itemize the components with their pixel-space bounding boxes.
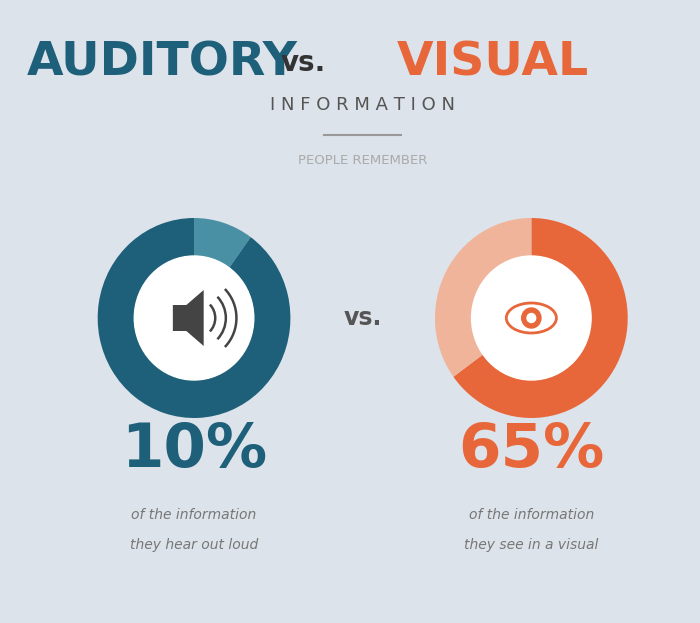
- Text: 65%: 65%: [458, 422, 605, 480]
- Wedge shape: [194, 218, 251, 268]
- Wedge shape: [435, 218, 531, 377]
- Text: of the information: of the information: [469, 508, 594, 522]
- Text: 10%: 10%: [121, 422, 267, 480]
- Circle shape: [522, 308, 541, 328]
- Text: I N F O R M A T I O N: I N F O R M A T I O N: [270, 96, 455, 114]
- Text: of the information: of the information: [132, 508, 257, 522]
- Circle shape: [472, 256, 591, 380]
- Circle shape: [134, 256, 254, 380]
- Text: AUDITORY: AUDITORY: [27, 40, 298, 85]
- Text: they hear out loud: they hear out loud: [130, 538, 258, 552]
- Text: they see in a visual: they see in a visual: [464, 538, 598, 552]
- Text: VISUAL: VISUAL: [397, 40, 589, 85]
- Wedge shape: [98, 218, 290, 418]
- Text: vs.: vs.: [280, 49, 326, 77]
- Text: PEOPLE REMEMBER: PEOPLE REMEMBER: [298, 153, 428, 166]
- Wedge shape: [454, 218, 628, 418]
- Text: vs.: vs.: [344, 306, 382, 330]
- Polygon shape: [173, 290, 204, 346]
- Circle shape: [527, 313, 536, 323]
